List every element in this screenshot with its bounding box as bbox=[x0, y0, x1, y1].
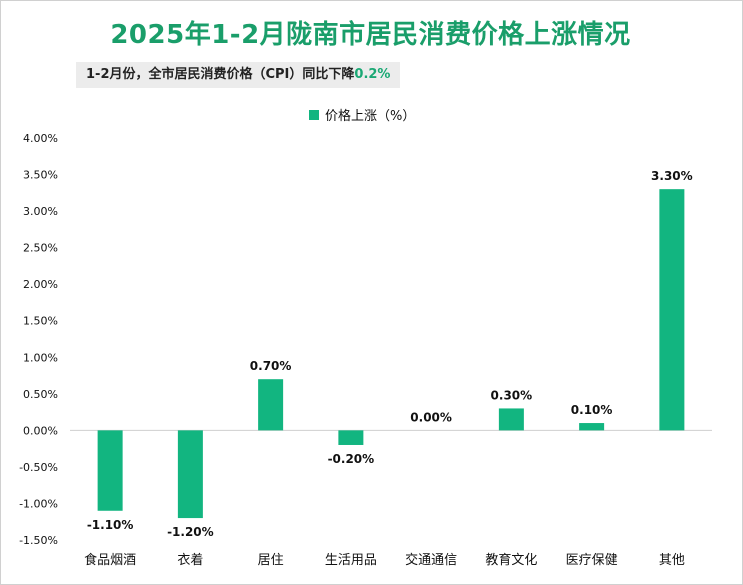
y-tick-label: 2.00% bbox=[23, 278, 58, 291]
x-category-label: 食品烟酒 bbox=[84, 552, 136, 568]
legend: 价格上涨（%） bbox=[309, 108, 415, 124]
bar bbox=[177, 430, 203, 519]
data-label: -1.20% bbox=[167, 525, 214, 539]
bar bbox=[579, 423, 605, 431]
data-label: 0.70% bbox=[250, 359, 292, 373]
data-label: -0.20% bbox=[328, 452, 375, 466]
bars bbox=[97, 189, 685, 519]
bar bbox=[498, 408, 524, 431]
legend-swatch bbox=[309, 110, 319, 120]
y-tick-label: 1.00% bbox=[23, 351, 58, 364]
data-label: 0.00% bbox=[410, 410, 452, 424]
y-tick-label: 2.50% bbox=[23, 242, 58, 255]
bar bbox=[258, 379, 284, 431]
data-labels: -1.10% -1.20% 0.70% -0.20% 0.00% 0.30% 0.10% 3.… bbox=[87, 169, 693, 539]
y-tick-label: 3.00% bbox=[23, 205, 58, 218]
data-label: 3.30% bbox=[651, 169, 693, 183]
x-category-label: 教育文化 bbox=[485, 552, 537, 568]
x-category-label: 居住 bbox=[258, 553, 284, 568]
y-tick-label: 0.50% bbox=[23, 388, 58, 401]
y-tick-label: 3.50% bbox=[23, 169, 58, 182]
x-category-label: 其他 bbox=[659, 553, 685, 568]
bar bbox=[97, 430, 123, 511]
bar bbox=[338, 430, 364, 445]
y-tick-label: -0.50% bbox=[19, 461, 58, 474]
y-tick-label: -1.50% bbox=[19, 534, 58, 547]
x-category-label: 生活用品 bbox=[325, 553, 377, 568]
data-label: 0.10% bbox=[571, 403, 613, 417]
x-category-label: 衣着 bbox=[177, 552, 203, 568]
bar bbox=[659, 189, 685, 431]
legend-label: 价格上涨（%） bbox=[325, 108, 415, 124]
chart-subtitle: 1-2月份，全市居民消费价格（CPI）同比下降0.2% bbox=[76, 62, 401, 88]
y-tick-label: -1.00% bbox=[19, 497, 58, 510]
x-axis-categories: 食品烟酒 衣着 居住 生活用品 交通通信 教育文化 医疗保健 其他 bbox=[84, 552, 685, 568]
subtitle-text: 1-2月份，全市居民消费价格（CPI）同比下降 bbox=[86, 67, 355, 82]
subtitle-highlight-value: 0.2% bbox=[354, 67, 391, 82]
y-tick-label: 0.00% bbox=[23, 424, 58, 437]
y-axis: 4.00% 3.50% 3.00% 2.50% 2.00% 1.50% 1.00% 0.50%… bbox=[19, 132, 58, 547]
x-category-label: 医疗保健 bbox=[566, 553, 618, 568]
y-tick-label: 1.50% bbox=[23, 315, 58, 328]
y-tick-label: 4.00% bbox=[23, 132, 58, 145]
data-label: -1.10% bbox=[87, 518, 134, 532]
chart-title: 2025年1-2月陇南市居民消费价格上涨情况 bbox=[110, 20, 631, 50]
data-label: 0.30% bbox=[491, 388, 533, 402]
x-category-label: 交通通信 bbox=[405, 552, 457, 568]
